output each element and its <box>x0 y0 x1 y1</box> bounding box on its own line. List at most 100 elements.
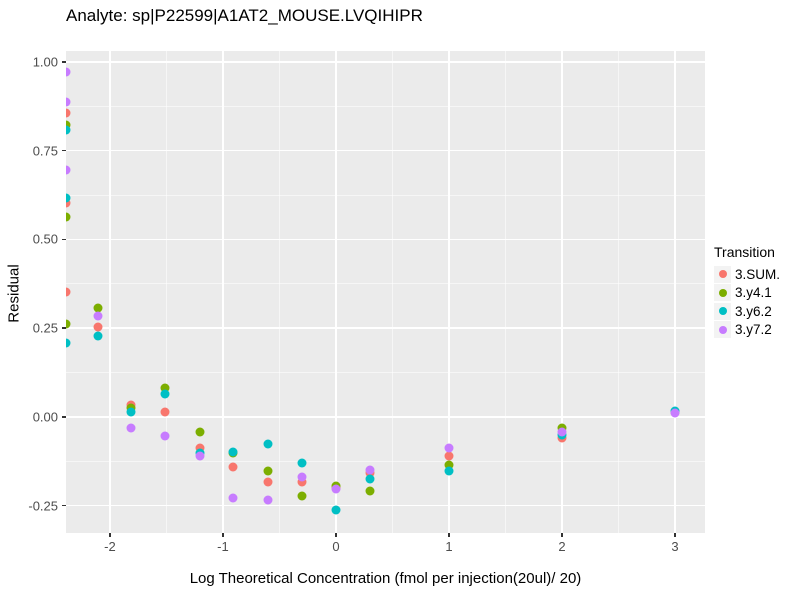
y-major-gridline <box>66 327 705 329</box>
x-tick-label: -2 <box>104 539 116 554</box>
x-major-gridline <box>222 51 224 533</box>
y-minor-gridline <box>66 460 705 462</box>
data-point <box>93 311 103 321</box>
data-point <box>66 212 71 222</box>
data-point <box>160 389 170 399</box>
data-point <box>331 484 341 494</box>
x-tick-mark <box>222 533 224 537</box>
legend-item: 3.SUM. <box>714 265 780 284</box>
data-point <box>66 287 71 297</box>
data-point <box>66 338 71 348</box>
legend-key <box>714 302 731 320</box>
x-minor-gridline <box>165 51 167 533</box>
y-tick-label: 0.75 <box>32 143 58 159</box>
legend-item: 3.y6.2 <box>714 302 780 321</box>
data-point <box>263 495 273 505</box>
x-tick-mark <box>561 533 563 537</box>
data-point <box>195 443 205 453</box>
data-point <box>444 460 454 470</box>
x-major-gridline <box>561 51 563 533</box>
data-point <box>297 472 307 482</box>
x-tick-label: -1 <box>217 539 229 554</box>
data-point <box>160 431 170 441</box>
data-point <box>66 319 71 329</box>
y-tick-mark <box>62 416 66 418</box>
data-point <box>444 451 454 461</box>
data-point <box>228 493 238 502</box>
legend-item: 3.y4.1 <box>714 284 780 303</box>
y-minor-gridline <box>66 372 705 374</box>
legend-dot-icon <box>718 307 727 316</box>
legend-dot-icon <box>718 325 727 334</box>
legend-item-label: 3.SUM. <box>735 266 781 282</box>
y-tick-label: 0.00 <box>32 409 58 425</box>
data-point <box>160 407 170 417</box>
y-tick-mark <box>62 327 66 329</box>
x-major-gridline <box>109 51 111 533</box>
data-point <box>263 439 273 449</box>
data-point <box>557 427 567 437</box>
y-minor-gridline <box>66 283 705 285</box>
x-major-gridline <box>674 51 676 533</box>
x-minor-gridline <box>278 51 280 533</box>
data-point <box>66 120 71 130</box>
x-tick-label: 3 <box>671 539 679 554</box>
legend-item: 3.y7.2 <box>714 321 780 340</box>
x-major-gridline <box>448 51 450 533</box>
y-major-gridline <box>66 238 705 241</box>
legend: Transition 3.SUM. 3.y4.1 3.y6.2 3.y7.2 <box>714 244 780 339</box>
y-minor-gridline <box>66 194 705 196</box>
data-point <box>365 486 375 496</box>
x-tick-mark <box>674 533 676 537</box>
legend-title: Transition <box>714 244 775 260</box>
data-point <box>66 198 71 208</box>
y-tick-label: 0.25 <box>32 320 58 336</box>
y-major-gridline <box>66 416 705 418</box>
x-tick-label: 0 <box>332 539 340 554</box>
data-point <box>444 443 454 453</box>
y-minor-gridline <box>66 105 705 107</box>
data-point <box>126 423 136 433</box>
data-point <box>93 303 103 313</box>
y-tick-mark <box>62 149 66 152</box>
x-axis-title: Log Theoretical Concentration (fmol per … <box>189 570 582 587</box>
data-point <box>66 108 71 118</box>
data-point <box>66 125 71 135</box>
x-minor-gridline <box>617 51 619 533</box>
data-point <box>365 474 375 484</box>
data-point <box>263 477 273 487</box>
legend-dot-icon <box>718 270 727 279</box>
y-major-gridline <box>66 149 705 152</box>
legend-items: 3.SUM. 3.y4.1 3.y6.2 3.y7.2 <box>714 265 780 339</box>
y-tick-mark <box>62 238 66 241</box>
data-point <box>228 447 238 457</box>
plot-title: Analyte: sp|P22599|A1AT2_MOUSE.LVQIHIPR <box>66 6 423 25</box>
y-tick-label: 1.00 <box>32 54 58 70</box>
y-major-gridline <box>66 61 705 63</box>
data-point <box>297 458 307 468</box>
data-point <box>66 165 71 175</box>
y-tick-label: 0.50 <box>32 231 58 247</box>
legend-key <box>714 321 731 339</box>
y-tick-mark <box>62 504 66 507</box>
data-point <box>66 67 71 77</box>
x-minor-gridline <box>504 51 506 533</box>
data-point <box>263 466 273 476</box>
data-point <box>365 465 375 475</box>
data-point <box>331 505 341 515</box>
data-point <box>160 383 170 393</box>
data-point <box>228 462 238 472</box>
legend-item-label: 3.y7.2 <box>735 322 772 338</box>
plot-panel <box>66 51 705 533</box>
x-tick-label: 2 <box>558 539 566 554</box>
data-point <box>66 193 71 203</box>
data-point <box>670 408 680 418</box>
legend-key <box>714 265 731 283</box>
x-tick-label: 1 <box>445 539 453 554</box>
y-axis-title: Residual <box>5 264 23 323</box>
y-major-gridline <box>66 504 705 507</box>
x-tick-mark <box>335 533 337 537</box>
x-tick-mark <box>448 533 450 537</box>
x-minor-gridline <box>391 51 393 533</box>
